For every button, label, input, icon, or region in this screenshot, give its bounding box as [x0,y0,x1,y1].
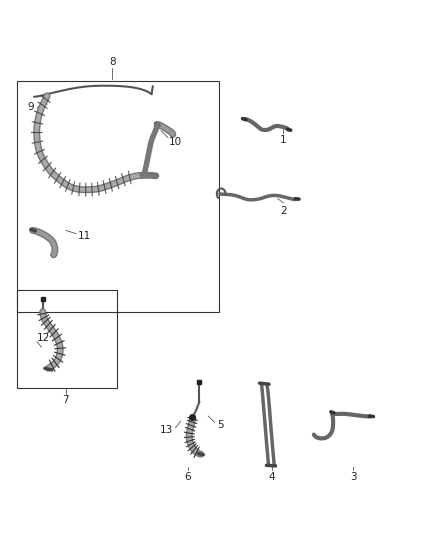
Text: 7: 7 [63,395,69,405]
Bar [17,81,219,312]
Text: 8: 8 [109,56,116,67]
Text: 1: 1 [280,135,287,145]
Text: 13: 13 [160,425,173,435]
Text: 12: 12 [37,333,50,343]
Text: 11: 11 [78,231,91,241]
Text: 3: 3 [350,472,357,482]
Text: 9: 9 [28,102,34,112]
Bar [17,290,117,389]
Text: 10: 10 [169,137,182,147]
Text: 6: 6 [184,472,191,482]
Text: 2: 2 [280,206,287,215]
Text: 5: 5 [217,419,223,430]
Text: 4: 4 [269,472,276,482]
